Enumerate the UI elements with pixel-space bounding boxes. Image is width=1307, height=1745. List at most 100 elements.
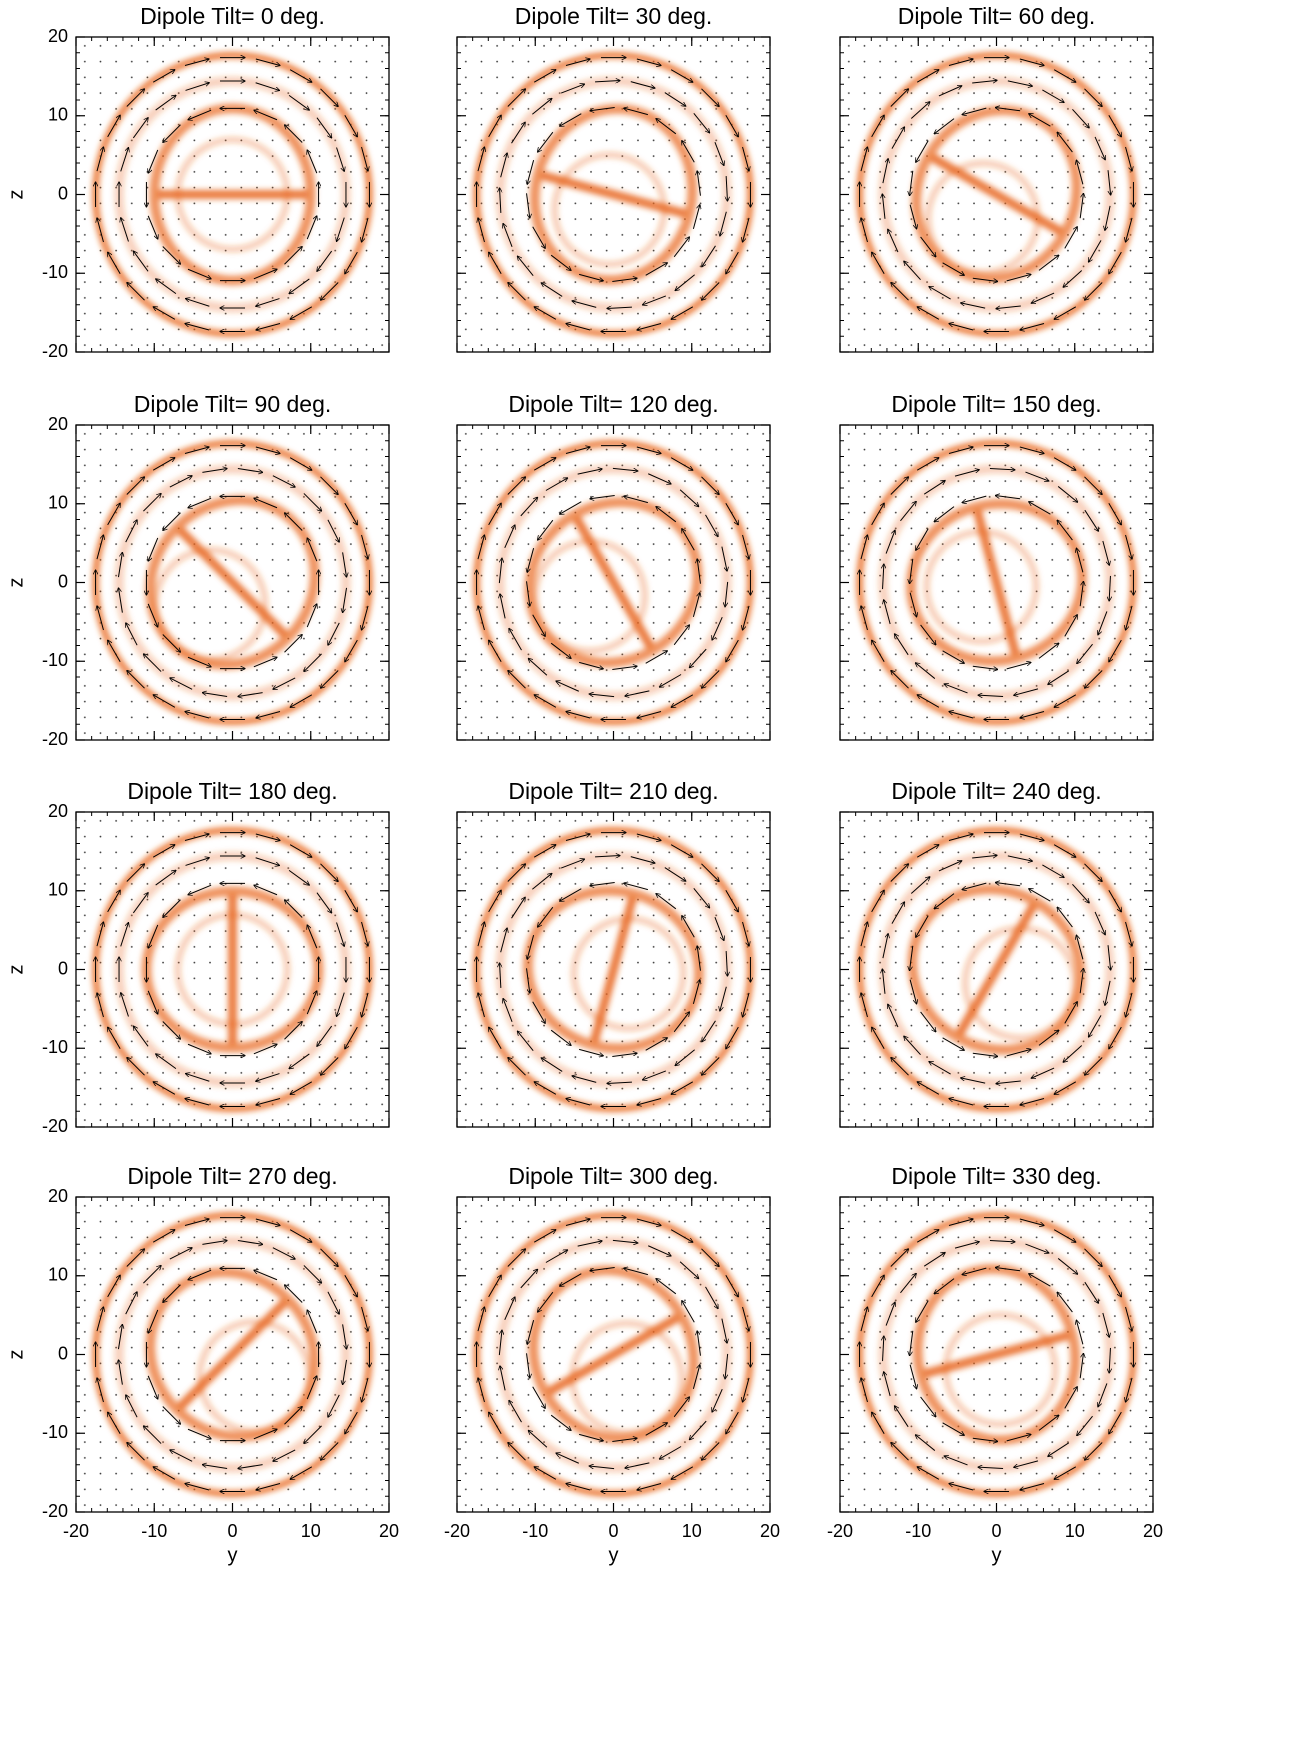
flow-arrow — [671, 306, 694, 320]
flow-arrow — [143, 493, 161, 512]
flow-arrow — [1107, 945, 1111, 970]
flow-arrow — [962, 1267, 987, 1274]
flow-arrow — [97, 993, 104, 1018]
flow-arrow — [316, 892, 332, 913]
flow-arrow — [725, 114, 739, 137]
flow-arrow — [565, 834, 590, 841]
flow-arrow — [637, 323, 662, 330]
flow-arrow — [256, 1098, 281, 1105]
flow-arrow — [345, 251, 358, 274]
x-tick-label: -20 — [63, 1521, 89, 1541]
flow-arrow — [169, 476, 192, 488]
flow-arrow — [289, 69, 312, 83]
flow-arrow — [636, 58, 661, 65]
flow-arrow — [255, 82, 280, 91]
flow-arrow — [664, 867, 686, 882]
flow-arrow — [888, 229, 899, 253]
flow-arrow — [697, 559, 701, 584]
flow-arrow — [538, 1291, 554, 1312]
flow-arrow — [630, 856, 655, 863]
flow-arrow — [517, 256, 534, 276]
flow-arrow — [1038, 1415, 1059, 1431]
flow-arrow — [1089, 240, 1102, 262]
flow-arrow — [1084, 670, 1103, 688]
flow-arrow — [679, 489, 699, 507]
flow-arrow — [642, 1070, 667, 1080]
flow-arrow — [566, 1099, 591, 1106]
panel: Dipole Tilt= 120 deg. — [456, 391, 771, 741]
flow-arrow — [478, 606, 485, 631]
flow-arrow — [1006, 1434, 1031, 1442]
y-tick-label: -20 — [42, 1116, 68, 1136]
y-tick-label: 10 — [48, 880, 68, 900]
flow-arrow — [917, 1082, 940, 1095]
flow-arrow — [560, 859, 584, 869]
plot-area — [76, 812, 389, 1127]
flow-arrow — [285, 513, 303, 531]
flow-arrow — [126, 623, 138, 646]
flow-arrow — [637, 1098, 662, 1105]
plot-area — [457, 812, 770, 1127]
flow-arrow — [527, 547, 535, 572]
flow-arrow — [1020, 323, 1045, 330]
plot-area — [76, 1197, 389, 1512]
flow-arrow — [254, 885, 278, 896]
plot-area — [840, 812, 1153, 1127]
flow-arrow — [909, 1364, 916, 1389]
flow-arrow — [872, 640, 885, 663]
flow-arrow — [714, 916, 724, 940]
y-tick-label: 0 — [58, 183, 68, 203]
flow-arrow — [916, 915, 929, 938]
flow-arrow — [163, 512, 181, 531]
flow-arrow — [184, 1219, 209, 1226]
flow-arrow — [1054, 1466, 1077, 1480]
flow-arrow — [254, 498, 278, 509]
flow-arrow — [507, 477, 526, 495]
flow-arrow — [556, 1453, 579, 1464]
flow-arrow — [253, 1044, 277, 1055]
core-loop — [174, 911, 291, 1028]
middle-ring — [114, 1236, 351, 1473]
flow-arrow — [900, 1273, 916, 1294]
flow-arrow — [500, 594, 506, 619]
flow-arrow — [500, 153, 507, 178]
flow-arrow — [712, 1389, 723, 1412]
flow-arrow — [948, 1219, 973, 1226]
flow-arrow — [891, 127, 905, 149]
panel-title: Dipole Tilt= 30 deg. — [515, 3, 713, 29]
flow-arrow — [560, 888, 582, 902]
flow-arrow — [995, 883, 1021, 887]
panel: Dipole Tilt= 30 deg. — [456, 3, 771, 353]
flow-arrow — [972, 1052, 998, 1056]
flow-arrow — [477, 535, 484, 560]
flow-arrow — [504, 525, 515, 548]
flow-arrow — [120, 923, 129, 947]
flow-arrow — [253, 657, 277, 668]
y-tick-label: 20 — [48, 26, 68, 46]
flow-arrow — [362, 217, 369, 242]
flow-arrows — [477, 58, 751, 332]
flow-arrow — [288, 94, 309, 110]
flow-arrow — [520, 497, 538, 517]
flow-arrow — [726, 1026, 739, 1049]
flow-arrow — [1064, 1002, 1078, 1024]
flow-arrow — [1038, 643, 1059, 659]
flow-arrow — [1064, 227, 1078, 249]
flow-arrow — [148, 1309, 159, 1333]
flow-arrow — [361, 146, 368, 171]
panel: Dipole Tilt= 60 deg. — [839, 3, 1154, 353]
panel: Dipole Tilt= 300 deg. -20 -10 0 10 20 y — [444, 1163, 780, 1566]
flow-arrow — [541, 1058, 563, 1072]
plot-area — [76, 425, 389, 740]
flow-arrow — [316, 117, 332, 138]
flow-arrow — [126, 864, 145, 882]
flow-arrow — [659, 674, 682, 688]
y-tick-label: 10 — [48, 1265, 68, 1285]
flow-arrow — [152, 70, 175, 83]
flow-arrow — [560, 113, 582, 127]
flow-arrow — [184, 447, 209, 454]
flow-arrow — [890, 1249, 909, 1267]
flow-arrow — [675, 1049, 695, 1066]
flow-arrow — [689, 648, 707, 668]
flow-arrow — [1077, 643, 1093, 663]
